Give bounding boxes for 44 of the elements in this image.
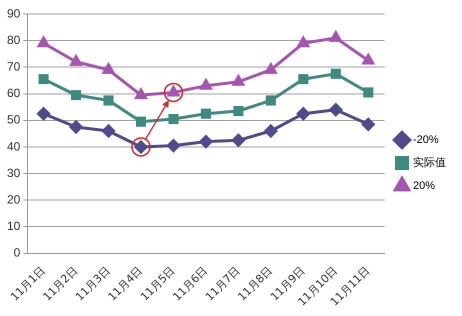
point bbox=[232, 134, 245, 147]
y-tick-label: 50 bbox=[6, 112, 21, 127]
legend-label: -20% bbox=[413, 134, 439, 146]
point bbox=[166, 139, 180, 152]
point bbox=[38, 36, 50, 48]
point bbox=[330, 68, 341, 79]
point bbox=[37, 107, 50, 120]
point bbox=[136, 116, 146, 127]
point bbox=[362, 118, 375, 131]
y-tick-label: 40 bbox=[6, 139, 21, 154]
point bbox=[38, 74, 49, 84]
point bbox=[363, 87, 374, 98]
legend-label: 20% bbox=[413, 180, 436, 192]
point bbox=[296, 107, 310, 120]
y-tick-label: 60 bbox=[6, 86, 21, 100]
point bbox=[329, 103, 342, 116]
point bbox=[102, 63, 114, 74]
point bbox=[199, 135, 212, 148]
point bbox=[200, 79, 212, 90]
point bbox=[168, 114, 178, 124]
point bbox=[330, 31, 342, 42]
legend-label: 实际值 bbox=[413, 156, 446, 170]
y-tick-label: 30 bbox=[6, 166, 21, 180]
y-tick-label: 70 bbox=[6, 59, 21, 74]
y-tick-label: 20 bbox=[6, 192, 21, 206]
point bbox=[362, 54, 374, 65]
y-tick-label: 10 bbox=[6, 219, 21, 234]
y-tick-label: 90 bbox=[6, 6, 21, 20]
point bbox=[70, 120, 83, 134]
point bbox=[298, 36, 310, 48]
point bbox=[265, 63, 277, 74]
y-tick-label: 0 bbox=[14, 246, 21, 260]
point bbox=[298, 74, 308, 84]
point bbox=[233, 106, 244, 116]
y-tick-label: 80 bbox=[6, 32, 21, 47]
point bbox=[70, 55, 82, 66]
point bbox=[232, 75, 244, 86]
point bbox=[71, 90, 82, 100]
point bbox=[266, 95, 276, 106]
point bbox=[200, 108, 211, 119]
point bbox=[102, 124, 116, 138]
point bbox=[264, 124, 278, 138]
point bbox=[135, 88, 147, 100]
point bbox=[103, 95, 114, 106]
